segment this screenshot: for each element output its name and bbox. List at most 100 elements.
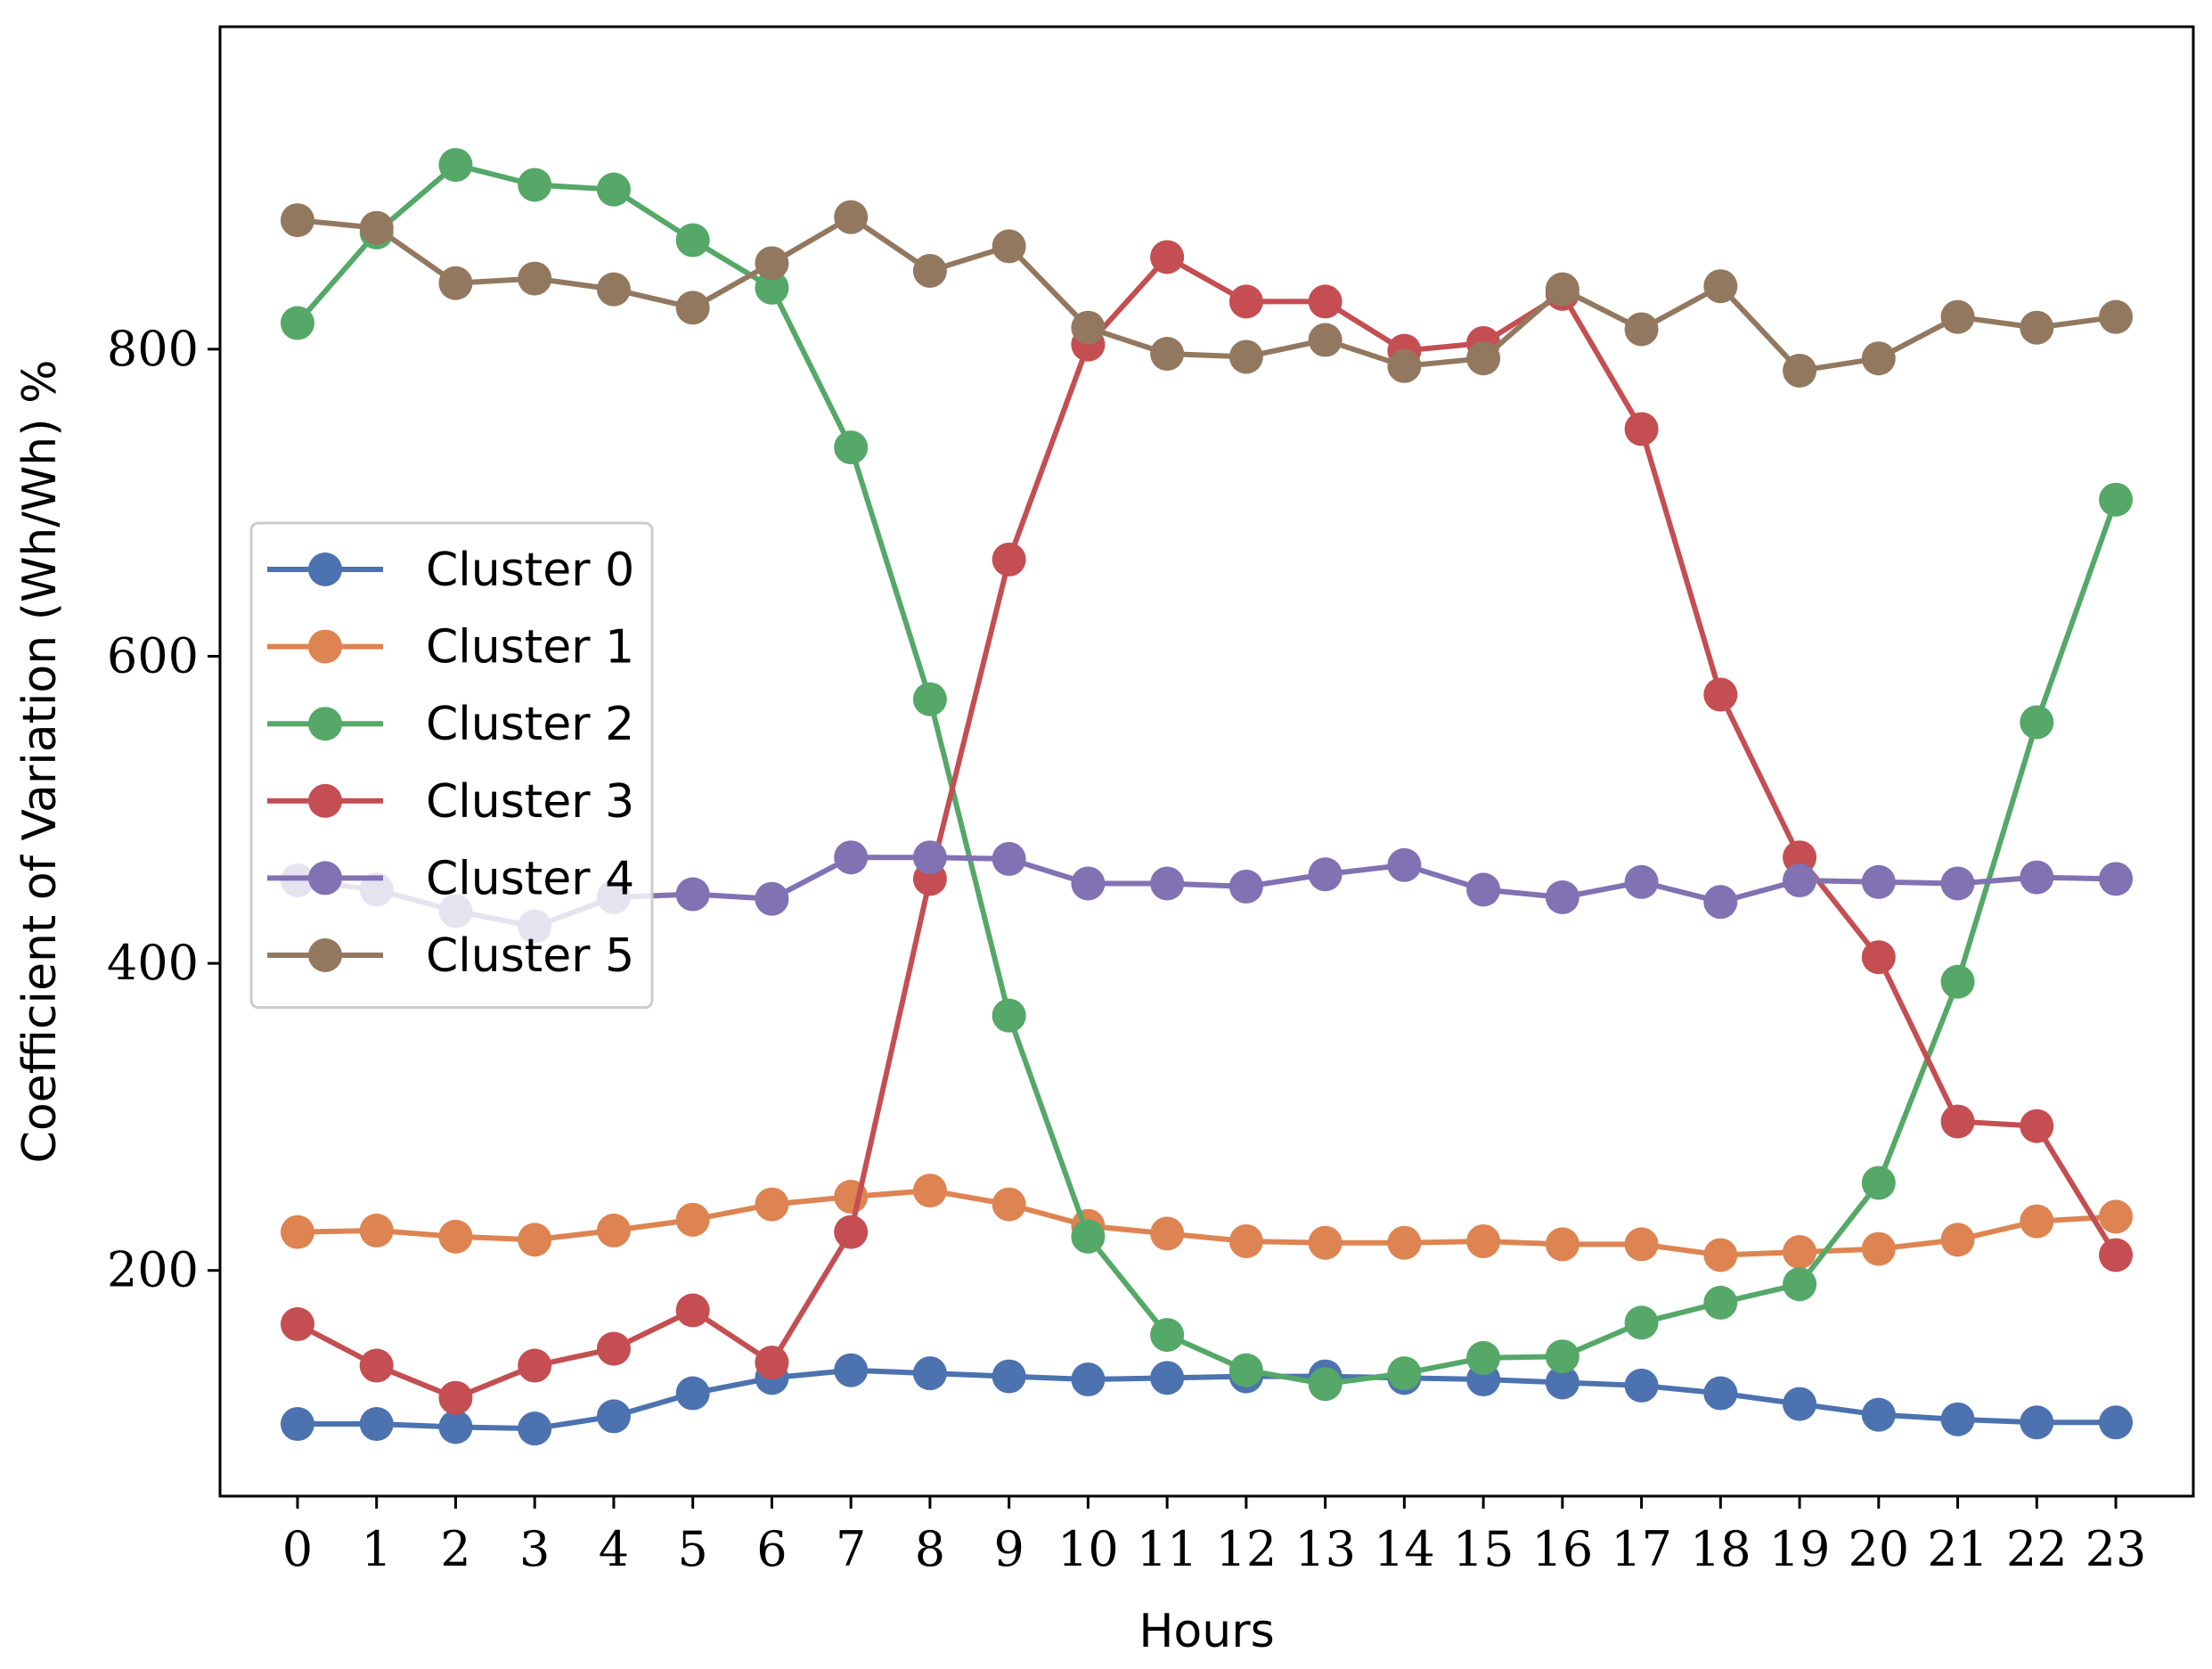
data-point — [1308, 857, 1343, 892]
x-tick-label: 11 — [1137, 1521, 1198, 1577]
data-point — [1940, 1402, 1975, 1436]
x-tick-label: 15 — [1453, 1521, 1514, 1577]
data-point — [1150, 1216, 1185, 1251]
data-point — [834, 1353, 869, 1387]
x-tick-label: 1 — [362, 1521, 392, 1577]
data-point — [1466, 1340, 1501, 1375]
data-point — [1466, 872, 1501, 907]
legend-label: Cluster 2 — [426, 698, 634, 751]
data-point — [2020, 1405, 2054, 1440]
data-point — [2099, 1199, 2134, 1234]
data-point — [1150, 1318, 1185, 1353]
legend-item: Cluster 4 — [267, 852, 634, 905]
data-point — [1624, 1305, 1659, 1340]
data-point — [1624, 1368, 1659, 1403]
data-point — [1703, 269, 1738, 304]
x-tick-label: 16 — [1531, 1521, 1593, 1577]
data-point — [1071, 1362, 1106, 1397]
x-tick-label: 0 — [282, 1521, 313, 1577]
data-point — [912, 1174, 947, 1208]
data-point — [1940, 1223, 1975, 1257]
data-point — [834, 840, 869, 875]
data-point — [1308, 323, 1343, 357]
data-point — [1545, 879, 1579, 914]
legend-marker — [308, 707, 342, 741]
data-point — [1861, 1231, 1896, 1266]
data-point — [1387, 1225, 1422, 1260]
data-point — [834, 1215, 869, 1249]
data-point — [596, 172, 631, 207]
y-tick-label: 600 — [107, 627, 199, 683]
x-tick-label: 13 — [1294, 1521, 1356, 1577]
data-point — [1228, 1353, 1263, 1387]
data-point — [2020, 860, 2054, 895]
data-point — [1783, 1267, 1817, 1302]
legend-label: Cluster 4 — [426, 852, 634, 905]
data-point — [438, 1380, 473, 1415]
data-point — [359, 1213, 394, 1248]
data-point — [1703, 1238, 1738, 1272]
y-tick-label: 200 — [107, 1242, 199, 1298]
data-point — [2099, 862, 2134, 896]
legend-label: Cluster 1 — [426, 621, 634, 675]
legend-item: Cluster 1 — [267, 621, 634, 675]
data-point — [359, 1348, 394, 1383]
x-tick-label: 3 — [519, 1521, 550, 1577]
data-point — [755, 246, 789, 281]
data-point — [1387, 348, 1422, 383]
data-point — [280, 1215, 314, 1249]
data-point — [359, 210, 394, 245]
data-point — [518, 261, 552, 296]
y-axis-label: Coefficient of Variation (Wh/Wh) % — [13, 360, 67, 1164]
data-point — [675, 877, 710, 912]
data-point — [438, 148, 473, 183]
data-point — [1624, 312, 1659, 347]
data-point — [1071, 310, 1106, 345]
data-point — [1308, 1367, 1343, 1402]
data-point — [1150, 240, 1185, 274]
data-point — [280, 306, 314, 340]
data-point — [1624, 412, 1659, 446]
x-tick-label: 10 — [1057, 1521, 1119, 1577]
data-point — [1940, 964, 1975, 999]
data-point — [992, 1187, 1026, 1222]
x-tick-label: 9 — [993, 1521, 1024, 1577]
data-point — [1228, 340, 1263, 374]
legend-marker — [308, 783, 342, 818]
data-point — [1703, 1285, 1738, 1320]
x-tick-label: 14 — [1374, 1521, 1435, 1577]
data-point — [518, 1411, 552, 1446]
data-point — [280, 1307, 314, 1342]
x-tick-label: 12 — [1216, 1521, 1277, 1577]
data-point — [1308, 1225, 1343, 1260]
series-2 — [280, 148, 2134, 1402]
data-point — [675, 223, 710, 258]
data-point — [1466, 341, 1501, 376]
y-axis: 200 400 600 800 — [107, 321, 220, 1298]
legend-label: Cluster 3 — [426, 775, 634, 829]
legend-label: Cluster 0 — [426, 544, 634, 597]
data-point — [992, 998, 1026, 1033]
data-point — [2020, 1204, 2054, 1239]
x-tick-label: 20 — [1848, 1521, 1909, 1577]
data-point — [834, 200, 869, 234]
data-point — [1783, 1387, 1817, 1421]
x-tick-label: 22 — [2006, 1521, 2068, 1577]
data-point — [1150, 337, 1185, 372]
data-point — [2020, 310, 2054, 345]
data-point — [834, 430, 869, 465]
data-point — [675, 290, 710, 325]
y-tick-label: 800 — [107, 321, 199, 377]
data-point — [518, 1348, 552, 1383]
x-tick-label: 19 — [1769, 1521, 1831, 1577]
data-point — [1308, 284, 1343, 319]
data-point — [1940, 866, 1975, 901]
data-point — [992, 542, 1026, 577]
x-axis: 0 1 2 3 4 5 6 7 8 9 10 11 12 13 14 15 16 17 18 19 20 21 22 23 — [282, 1496, 2146, 1577]
data-point — [1624, 864, 1659, 899]
plot-frame — [218, 25, 2195, 1498]
data-point — [280, 1407, 314, 1442]
data-point — [1071, 1219, 1106, 1254]
data-point — [1861, 1166, 1896, 1200]
data-point — [1624, 1227, 1659, 1262]
